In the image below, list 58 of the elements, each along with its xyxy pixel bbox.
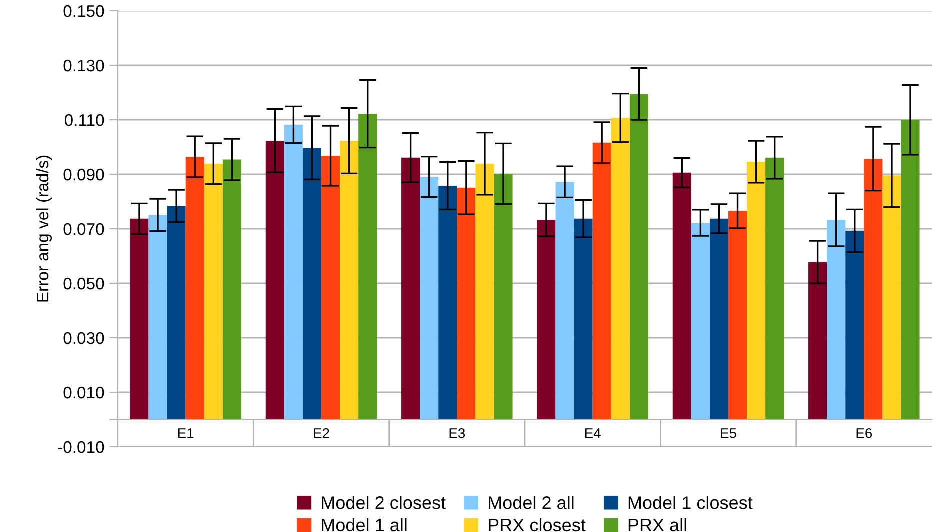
bar: [340, 140, 359, 420]
bar: [322, 156, 340, 420]
x-tick-label: E3: [450, 428, 466, 438]
bar: [537, 220, 556, 420]
bar: [130, 218, 149, 420]
bar: [148, 215, 168, 420]
bar: [630, 94, 648, 420]
bar: [864, 158, 883, 420]
bar: [420, 176, 439, 420]
bar: [691, 223, 710, 420]
y-tick-label: 0.050: [64, 278, 104, 290]
legend-label: Model 2 closest: [322, 496, 446, 510]
bar: [266, 140, 284, 420]
y-tick-label: 0.090: [64, 168, 104, 181]
y-tick-label: 0.010: [64, 386, 104, 399]
bar: [766, 158, 784, 420]
bar: [882, 176, 902, 420]
bar: [728, 211, 748, 420]
y-tick-label: 0.150: [64, 5, 104, 18]
bar: [827, 220, 846, 420]
y-tick-label: -0.010: [58, 441, 104, 454]
bar: [186, 157, 204, 420]
bar: [204, 164, 223, 420]
bar: [846, 230, 864, 420]
y-axis-title: Error ang vel (rad/s): [36, 156, 52, 302]
bar: [402, 158, 420, 420]
bar: [747, 162, 766, 420]
bar: [302, 148, 322, 420]
legend-label: PRX closest: [489, 518, 586, 532]
bar: [710, 218, 728, 420]
bar: [808, 262, 828, 420]
y-tick-label: 0.110: [64, 114, 104, 126]
bar: [284, 124, 303, 420]
bar: [167, 206, 186, 420]
x-tick-label: E1: [178, 428, 194, 438]
legend-label: Model 1 closest: [628, 496, 753, 510]
bar: [358, 114, 378, 420]
y-tick-label: 0.030: [64, 332, 104, 344]
legend-label: Model 2 all: [489, 496, 574, 510]
bar: [476, 164, 494, 420]
bar: [457, 188, 476, 420]
bar: [556, 182, 574, 420]
y-tick-label: 0.070: [64, 223, 104, 236]
bar: [901, 120, 920, 420]
bar: [494, 174, 513, 420]
bar: [672, 172, 692, 420]
x-tick-label: E4: [585, 428, 601, 438]
x-tick-label: E5: [721, 428, 736, 438]
x-tick-label: E6: [856, 428, 872, 438]
legend-label: PRX all: [628, 518, 686, 532]
y-tick-label: 0.130: [64, 60, 104, 72]
bar: [574, 218, 593, 420]
x-tick-label: E2: [314, 428, 330, 438]
bar: [592, 142, 612, 420]
legend-label: Model 1 all: [322, 518, 407, 532]
bar: [611, 118, 630, 420]
bar: [438, 186, 458, 420]
bar: [222, 160, 242, 420]
